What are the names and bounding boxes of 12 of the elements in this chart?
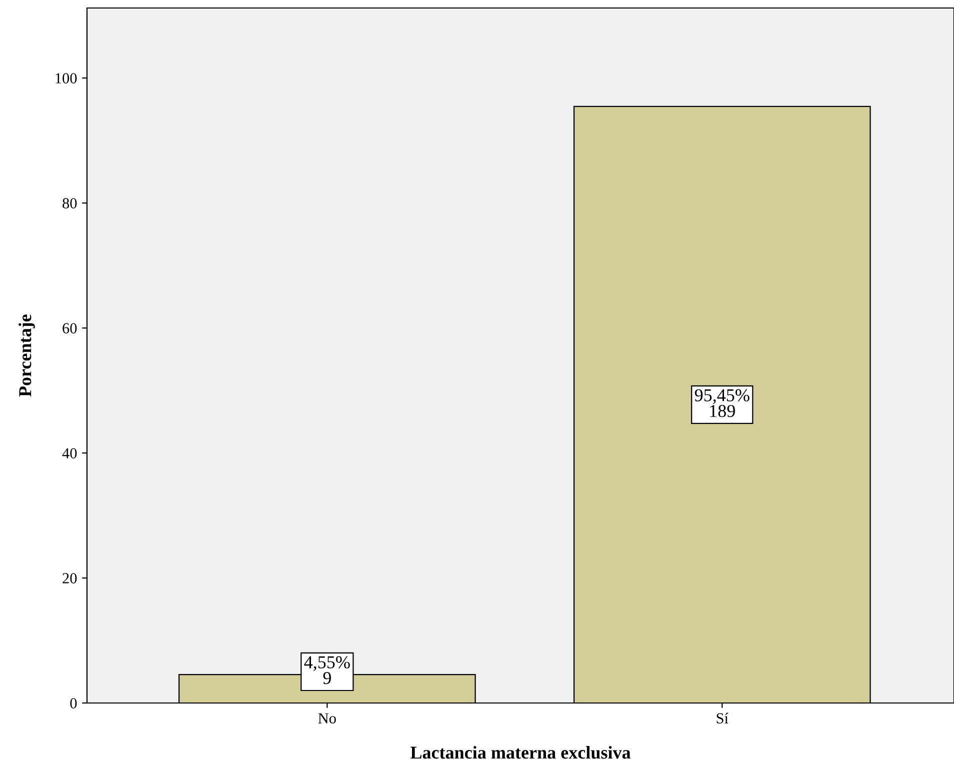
- data-label: 95,45% 189: [694, 389, 750, 418]
- x-tick-label: No: [318, 713, 336, 724]
- x-axis-title: Lactancia materna exclusiva: [410, 746, 631, 759]
- x-tick-label: Sí: [716, 712, 728, 724]
- data-label: 4,55% 9: [304, 656, 350, 684]
- y-tick-label: 0: [70, 698, 77, 708]
- y-tick-label: 60: [62, 323, 77, 334]
- y-tick-label: 40: [62, 448, 77, 458]
- y-tick-label: 100: [56, 73, 77, 84]
- y-tick-label: 80: [62, 198, 77, 208]
- y-axis-title: Porcentaje: [18, 314, 35, 397]
- y-tick-label: 20: [62, 573, 77, 584]
